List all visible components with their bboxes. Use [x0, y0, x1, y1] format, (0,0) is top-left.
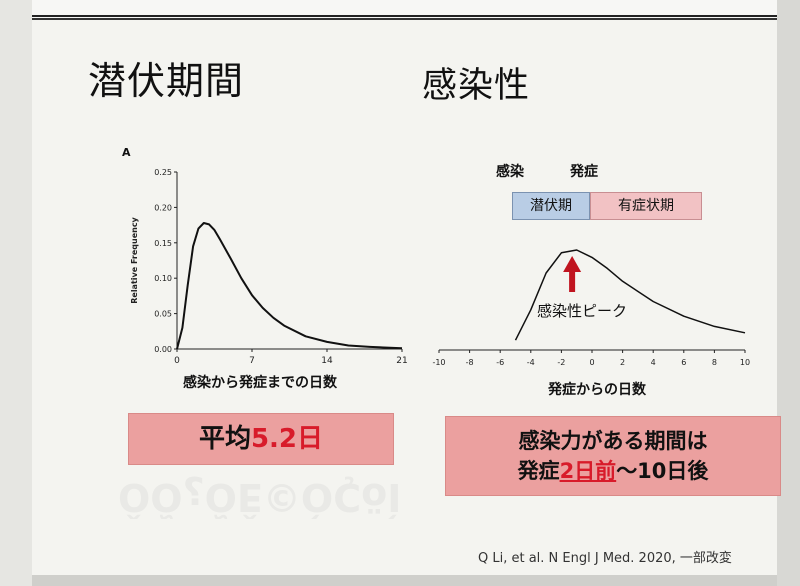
divider	[32, 15, 777, 17]
top-strip	[32, 0, 777, 18]
summary-line2-prefix: 発症	[517, 459, 560, 483]
summary-line1: 感染力がある期間は	[518, 429, 708, 453]
y-tick-label: 0.25	[154, 168, 172, 177]
onset-label: 発症	[570, 164, 598, 180]
panel-label: A	[122, 146, 131, 159]
x-tick-label: 14	[321, 356, 333, 366]
summary-prefix: 平均	[198, 424, 251, 454]
incubation-curve	[176, 222, 403, 350]
symptomatic-period-bar: 有症状期	[590, 192, 702, 220]
mirrored-watermark: ÔÕ¿ÕÊ©ÒÇöÌ	[118, 475, 402, 519]
peak-arrow-head	[563, 256, 582, 272]
x-tick-label: 2	[620, 358, 625, 367]
latent-period-bar: 潜伏期	[512, 192, 590, 220]
incubation-summary-box: 平均5.2日	[128, 413, 394, 465]
x-tick-label: 0	[174, 356, 180, 366]
background-left	[0, 0, 32, 586]
incubation-chart: A 0.00 0.05 0.10 0.15 0.20 0.25 0 7 14 21 Relative …	[122, 146, 408, 366]
x-tick-label: -4	[527, 358, 535, 367]
summary-line2-suffix: 〜10日後	[616, 459, 709, 483]
peak-arrow-shaft	[569, 270, 576, 292]
x-tick-label: 0	[589, 358, 594, 367]
x-tick-label: 7	[249, 356, 255, 366]
infectivity-curve	[514, 249, 746, 341]
summary-line2-highlight: 2日前	[559, 459, 617, 483]
infectivity-summary-box: 感染力がある期間は 発症2日前〜10日後	[445, 416, 781, 496]
summary-line2: 発症2日前〜10日後	[446, 456, 780, 486]
y-tick-label: 0.00	[154, 345, 172, 354]
infectivity-title: 感染性	[422, 66, 531, 106]
x-tick-label: 21	[396, 356, 407, 366]
infectivity-chart: -10 -8 -6 -4 -2 0 2 4 6 8 10	[432, 249, 750, 367]
y-axis-label: Relative Frequency	[130, 216, 139, 303]
y-tick-label: 0.15	[154, 239, 172, 248]
x-tick-label: -10	[432, 358, 445, 367]
x-tick-label: 8	[712, 358, 717, 367]
x-tick-label: -6	[496, 358, 504, 367]
peak-label: 感染性ピーク	[537, 302, 628, 320]
summary-value: 5.2日	[250, 424, 324, 454]
y-tick-label: 0.20	[154, 203, 172, 212]
infection-label: 感染	[496, 164, 524, 180]
reference-citation: Q Li, et al. N Engl J Med. 2020, 一部改変	[478, 551, 732, 566]
background-right	[777, 0, 800, 586]
y-tick-label: 0.05	[154, 310, 172, 319]
x-tick-label: -2	[557, 358, 565, 367]
x-tick-label: -8	[466, 358, 474, 367]
x-tick-label: 4	[651, 358, 656, 367]
infectivity-xlabel: 発症からの日数	[548, 382, 646, 398]
incubation-title: 潜伏期間	[88, 59, 245, 103]
y-tick-label: 0.10	[154, 274, 172, 283]
x-tick-label: 6	[681, 358, 686, 367]
incubation-xlabel: 感染から発症までの日数	[183, 375, 337, 391]
x-tick-label: 10	[740, 358, 750, 367]
